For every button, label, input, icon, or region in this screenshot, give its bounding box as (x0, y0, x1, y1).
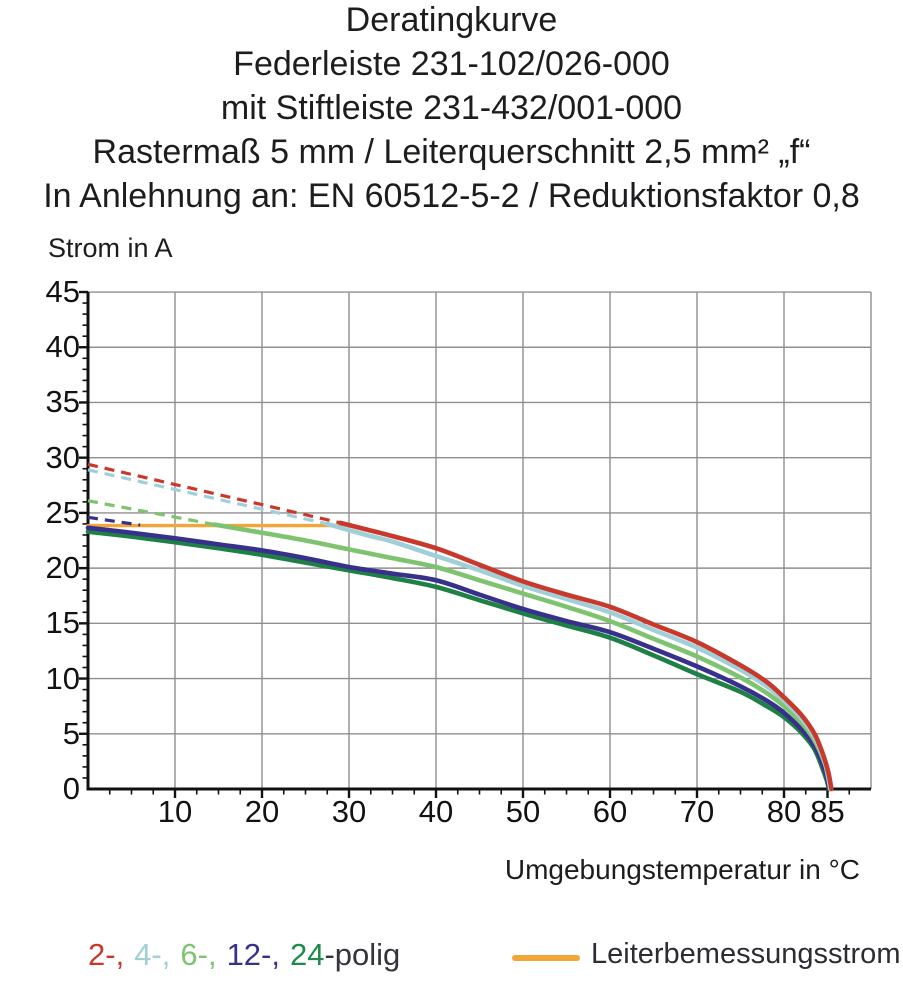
chart-title-block: Deratingkurve Federleiste 231-102/026-00… (0, 0, 903, 218)
x-tick-label-85: 85 (810, 794, 845, 829)
reference-line-swatch (512, 955, 580, 961)
chart-subtitle-stiftleiste: mit Stiftleiste 231-432/001-000 (220, 89, 683, 127)
legend-pole-12: 12-, (226, 937, 280, 972)
dashed-curve-2-polig (87, 462, 341, 525)
legend-reference-label: Leiterbemessungsstrom (591, 938, 901, 970)
dashed-curve-4-polig (87, 468, 328, 526)
legend-pole-4: 4-, (134, 937, 171, 972)
x-tick-label-20: 20 (244, 794, 280, 829)
y-tick-label-40: 40 (45, 329, 80, 365)
curve-24-polig (85, 529, 832, 792)
legend-pole-6: 6-, (180, 937, 217, 972)
curve-12-polig (85, 525, 832, 792)
y-axis-title: Strom in A (48, 233, 173, 263)
curve-4-polig (324, 521, 833, 792)
chart-subtitle-norm: In Anlehnung an: EN 60512-5-2 / Reduktio… (43, 177, 860, 215)
x-tick-label-30: 30 (331, 794, 367, 829)
y-tick-label-45: 45 (45, 274, 80, 310)
x-tick-label-40: 40 (418, 794, 454, 829)
x-axis-title: Umgebungstemperatur in °C (504, 854, 860, 885)
chart-title: Deratingkurve (345, 1, 558, 39)
chart-subtitle-rastermass: Rastermaß 5 mm / Leiterquerschnitt 2,5 m… (92, 133, 811, 171)
legend-pole-list: 2-, 4-, 6-, 12-, 24 (88, 937, 324, 972)
chart-subtitle-federleiste: Federleiste 231-102/026-000 (233, 45, 670, 83)
x-tick-label-10: 10 (157, 794, 193, 829)
legend-pole-2: 2-, (88, 937, 125, 972)
x-tick-label-70: 70 (679, 794, 715, 829)
dashed-curve-12-polig (87, 515, 141, 527)
legend-poles: 2-, 4-, 6-, 12-, 24-polig (88, 937, 400, 973)
y-tick-label-15: 15 (45, 605, 80, 641)
x-tick-label-80: 80 (766, 794, 802, 829)
legend-pole-24: 24 (289, 937, 325, 972)
y-tick-label-10: 10 (45, 660, 80, 696)
y-tick-label-5: 5 (62, 715, 80, 751)
dashed-curve-6-polig (87, 499, 215, 527)
x-tick-label-60: 60 (592, 794, 628, 829)
x-tick-label-50: 50 (505, 794, 541, 829)
y-tick-label-25: 25 (45, 494, 80, 530)
curve-2-polig (338, 520, 834, 792)
legend-poles-suffix: -polig (324, 937, 401, 972)
y-tick-label-35: 35 (45, 384, 80, 420)
y-tick-label-0: 0 (62, 771, 80, 806)
y-tick-label-20: 20 (45, 550, 80, 586)
y-tick-label-30: 30 (45, 439, 80, 475)
